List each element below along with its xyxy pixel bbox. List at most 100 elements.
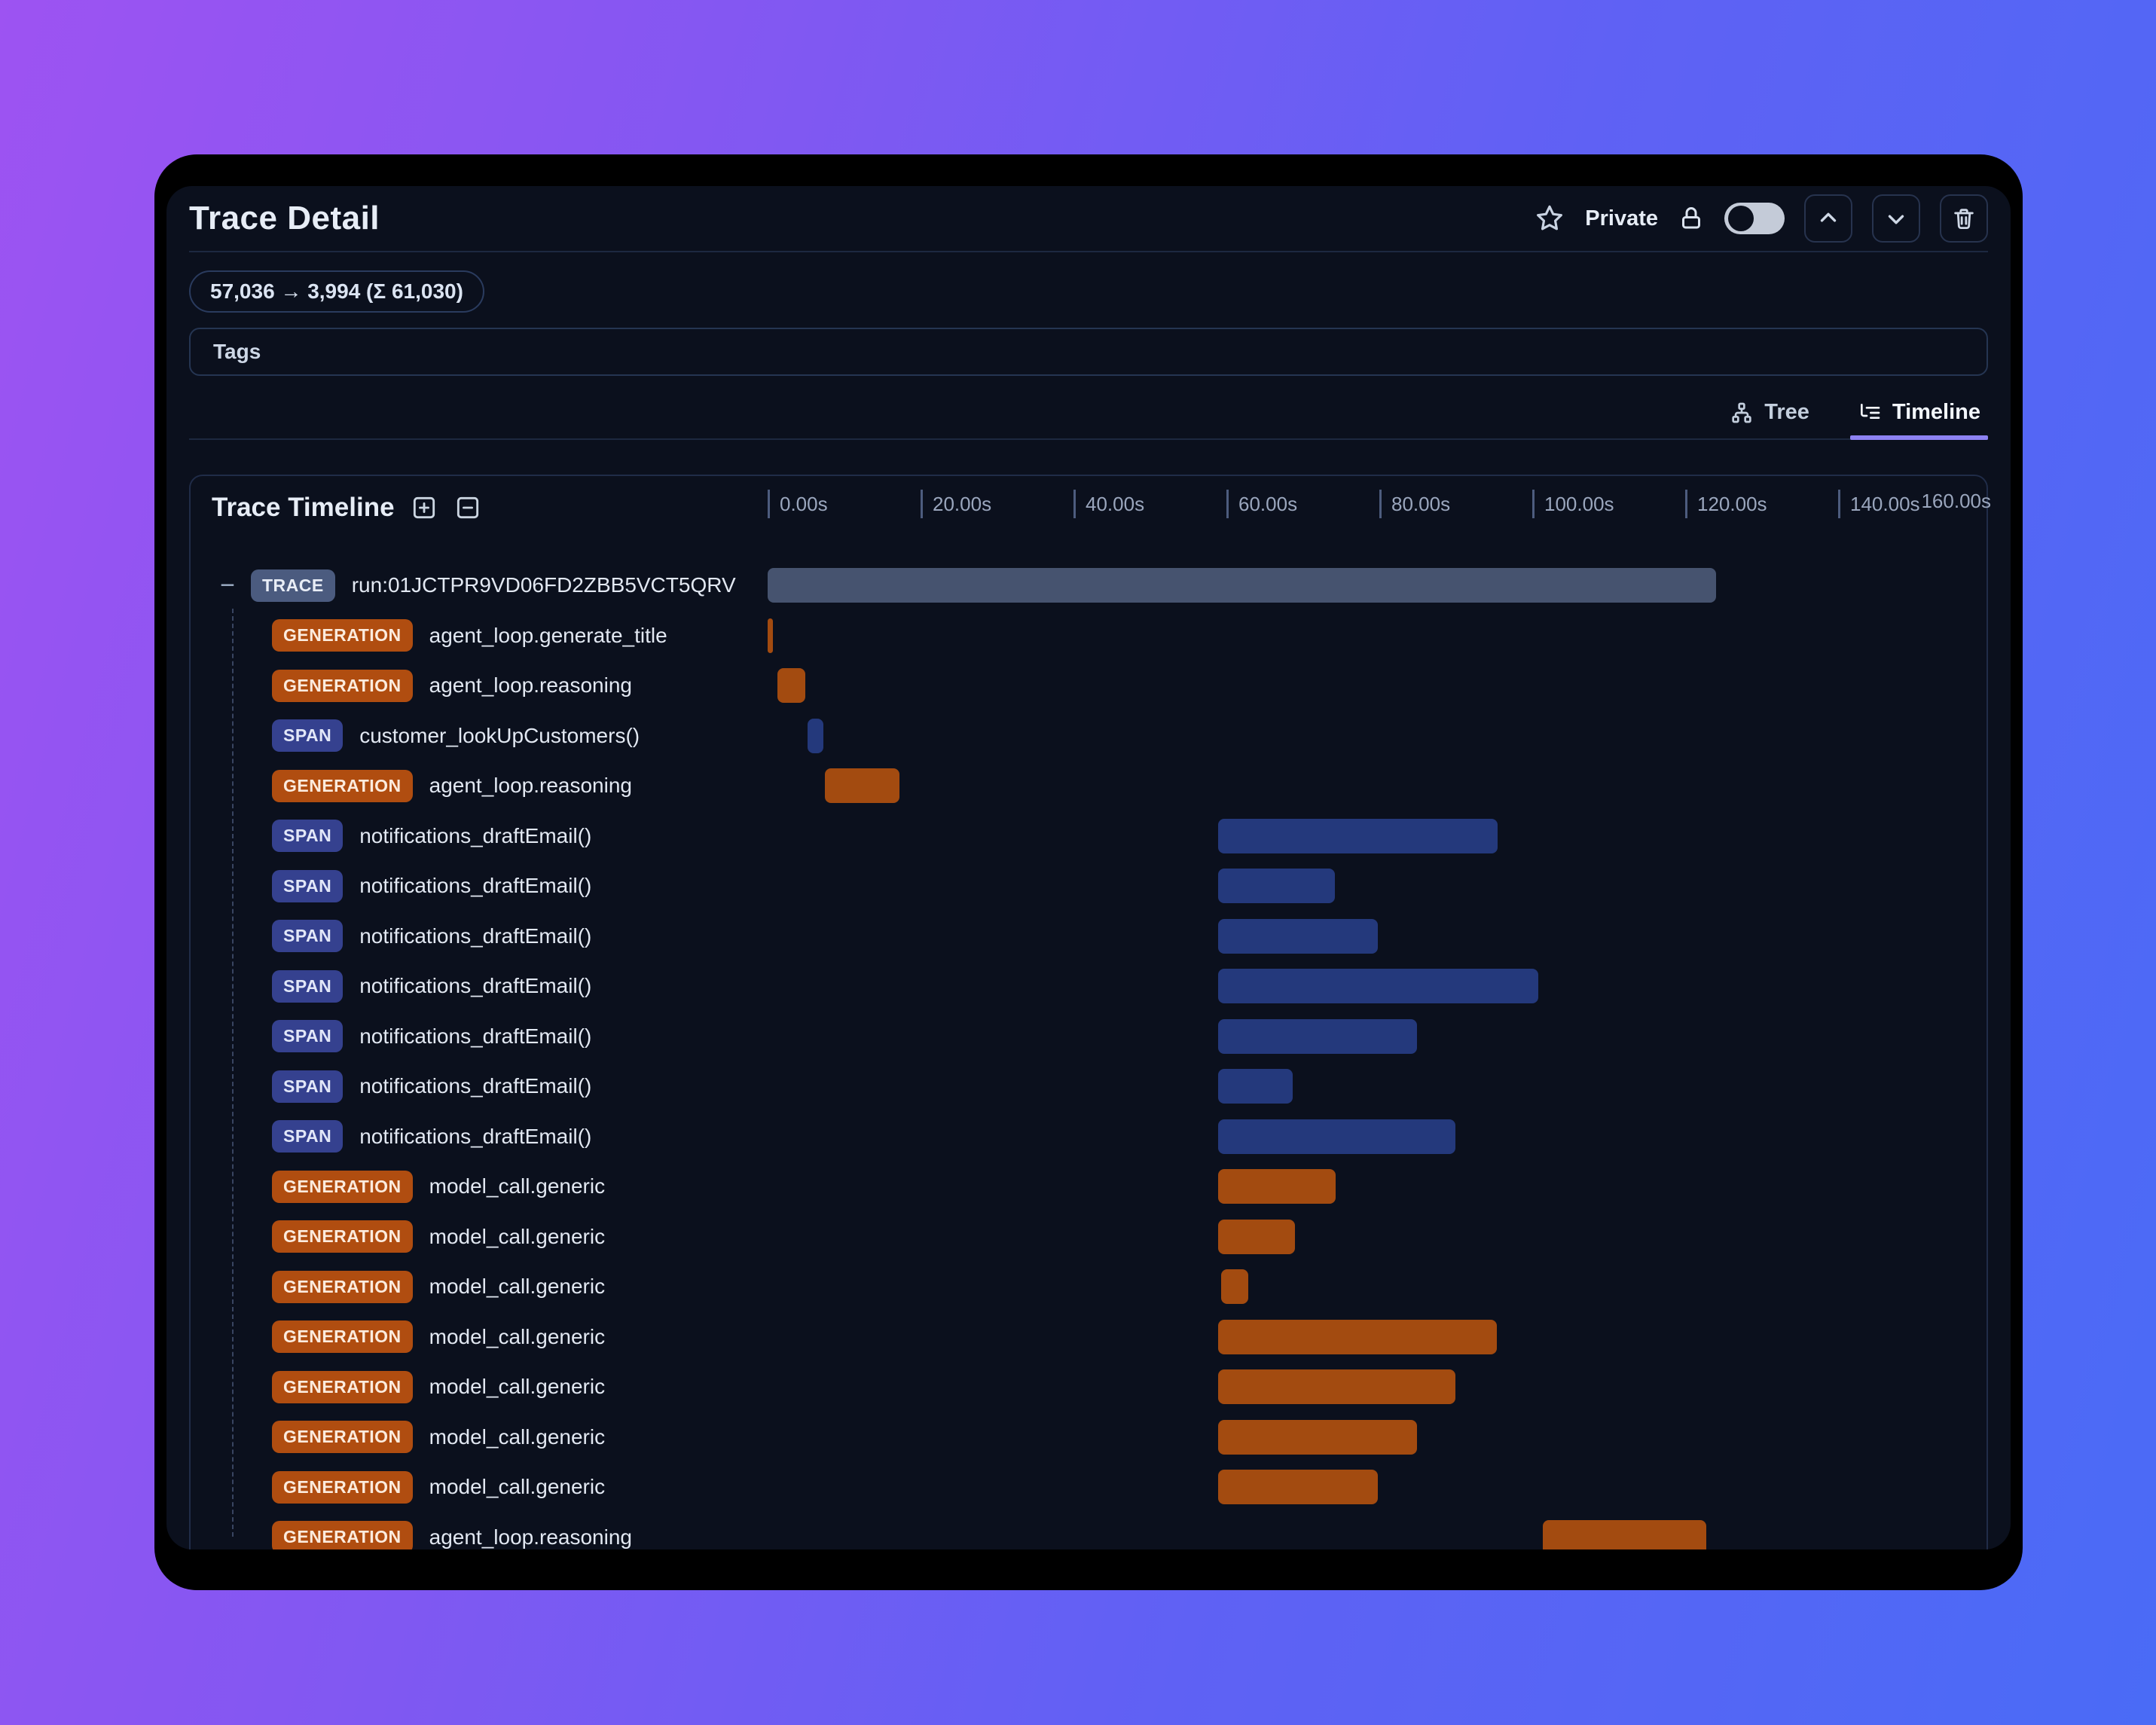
axis-tick: 20.00s — [921, 490, 991, 518]
observation-label: model_call.generic — [429, 1475, 606, 1499]
delete-trace-button[interactable] — [1940, 194, 1988, 243]
tags-input[interactable]: Tags — [189, 328, 1988, 376]
observation-type-badge: GENERATION — [272, 769, 413, 802]
trace-timeline-panel: Trace Timeline 0.00s 20.00s 40.00s 60.00s 80… — [189, 475, 1991, 1549]
toggle-knob — [1728, 206, 1754, 231]
timeline-row[interactable]: GENERATION model_call.generic — [191, 1412, 1987, 1463]
duration-bar[interactable] — [1217, 1169, 1336, 1204]
tick-mark — [768, 490, 770, 518]
timeline-row[interactable]: GENERATION agent_loop.reasoning — [191, 661, 1987, 711]
timeline-row[interactable]: − TRACE run:01JCTPR9VD06FD2ZBB5VCT5QRV — [191, 560, 1987, 611]
timeline-row[interactable]: SPAN notifications_draftEmail() — [191, 1061, 1987, 1112]
duration-bar[interactable] — [1217, 1069, 1293, 1104]
tab-tree[interactable]: Tree — [1727, 392, 1812, 438]
trace-detail-page: Trace Detail Private — [166, 186, 2011, 1549]
duration-bar[interactable] — [768, 568, 1716, 603]
tick-label: 120.00s — [1697, 492, 1767, 515]
tab-timeline-label: Timeline — [1892, 400, 1980, 424]
collapse-all-button[interactable] — [453, 493, 482, 522]
duration-bar[interactable] — [777, 668, 805, 704]
next-trace-button[interactable] — [1872, 194, 1920, 243]
observation-type-badge: GENERATION — [272, 619, 413, 652]
collapse-trace-icon[interactable]: − — [220, 570, 235, 600]
bar-track — [768, 1119, 1991, 1154]
timeline-row[interactable]: GENERATION model_call.generic — [191, 1462, 1987, 1513]
star-icon[interactable] — [1534, 203, 1565, 234]
timeline-row[interactable]: GENERATION agent_loop.reasoning — [191, 761, 1987, 811]
private-toggle[interactable] — [1724, 203, 1785, 234]
tick-label: 20.00s — [933, 492, 992, 515]
bar-track — [768, 568, 1991, 603]
bar-track — [768, 969, 1991, 1004]
expand-all-button[interactable] — [410, 493, 438, 522]
observation-type-badge: SPAN — [272, 1020, 344, 1053]
duration-bar[interactable] — [1217, 1119, 1456, 1154]
duration-bar[interactable] — [1217, 1219, 1296, 1254]
timeline-row[interactable]: SPAN notifications_draftEmail() — [191, 1012, 1987, 1062]
duration-bar[interactable] — [1217, 869, 1336, 904]
bar-track — [768, 1069, 1991, 1104]
timeline-row[interactable]: SPAN notifications_draftEmail() — [191, 911, 1987, 962]
tick-label: 140.00s — [1850, 492, 1920, 515]
bar-track — [768, 1470, 1991, 1505]
prev-trace-button[interactable] — [1804, 194, 1852, 243]
timeline-row[interactable]: GENERATION model_call.generic — [191, 1212, 1987, 1262]
observation-type-badge: SPAN — [272, 719, 344, 753]
duration-bar[interactable] — [1217, 1369, 1456, 1405]
tab-tree-label: Tree — [1764, 400, 1809, 424]
observation-type-badge: SPAN — [272, 920, 344, 953]
timeline-row[interactable]: SPAN notifications_draftEmail() — [191, 811, 1987, 862]
duration-bar[interactable] — [1217, 1319, 1498, 1354]
tick-mark — [1073, 490, 1076, 518]
duration-bar[interactable] — [807, 718, 824, 753]
axis-tick: 120.00s — [1685, 490, 1767, 518]
token-usage-badge[interactable]: 57,036 → 3,994 (Σ 61,030) — [189, 270, 484, 313]
observation-label: model_call.generic — [429, 1275, 606, 1299]
tick-label: 100.00s — [1544, 492, 1614, 515]
tick-mark — [921, 490, 923, 518]
observation-label: model_call.generic — [429, 1324, 606, 1348]
duration-bar[interactable] — [1217, 1018, 1417, 1054]
tick-mark — [1379, 490, 1382, 518]
duration-bar[interactable] — [768, 618, 774, 653]
time-axis: 0.00s 20.00s 40.00s 60.00s 80.00s 100.00s 120.… — [768, 490, 1991, 526]
timeline-row[interactable]: GENERATION agent_loop.reasoning — [191, 1513, 1987, 1549]
axis-tick: 60.00s — [1226, 490, 1297, 518]
duration-bar[interactable] — [1217, 918, 1378, 954]
axis-tick: 140.00s — [1838, 490, 1920, 518]
bar-track — [768, 1018, 1991, 1054]
observation-type-badge: GENERATION — [272, 1421, 413, 1454]
duration-bar[interactable] — [1217, 1470, 1378, 1505]
timeline-row[interactable]: GENERATION model_call.generic — [191, 1312, 1987, 1363]
observation-label: model_call.generic — [429, 1174, 606, 1198]
timeline-row[interactable]: GENERATION model_call.generic — [191, 1162, 1987, 1212]
tick-label: 160.00s — [1921, 490, 1991, 512]
timeline-row[interactable]: SPAN notifications_draftEmail() — [191, 861, 1987, 911]
observation-type-badge: GENERATION — [272, 1521, 413, 1549]
bar-track — [768, 718, 1991, 753]
panel-title: Trace Timeline — [212, 493, 395, 522]
timeline-row[interactable]: SPAN notifications_draftEmail() — [191, 961, 1987, 1012]
timeline-row[interactable]: SPAN notifications_draftEmail() — [191, 1112, 1987, 1162]
duration-bar[interactable] — [1217, 1419, 1417, 1455]
tab-timeline[interactable]: Timeline — [1849, 392, 1989, 440]
bar-track — [768, 1169, 1991, 1204]
page-header: Trace Detail Private — [189, 186, 1988, 252]
timeline-row[interactable]: GENERATION model_call.generic — [191, 1262, 1987, 1312]
observation-type-badge: TRACE — [251, 569, 335, 602]
duration-bar[interactable] — [825, 768, 899, 804]
duration-bar[interactable] — [1217, 969, 1539, 1004]
tick-label: 40.00s — [1086, 492, 1145, 515]
bar-track — [768, 818, 1991, 853]
duration-bar[interactable] — [1220, 1269, 1249, 1305]
timeline-row[interactable]: SPAN customer_lookUpCustomers() — [191, 711, 1987, 762]
timeline-row[interactable]: GENERATION model_call.generic — [191, 1362, 1987, 1412]
observation-type-badge: SPAN — [272, 1070, 344, 1103]
tree-guide-line — [232, 609, 234, 1537]
observation-type-badge: SPAN — [272, 869, 344, 902]
timeline-row[interactable]: GENERATION agent_loop.generate_title — [191, 611, 1987, 661]
panel-header: Trace Timeline — [212, 493, 482, 523]
observation-type-badge: GENERATION — [272, 1470, 413, 1504]
duration-bar[interactable] — [1217, 818, 1498, 853]
duration-bar[interactable] — [1543, 1519, 1707, 1549]
